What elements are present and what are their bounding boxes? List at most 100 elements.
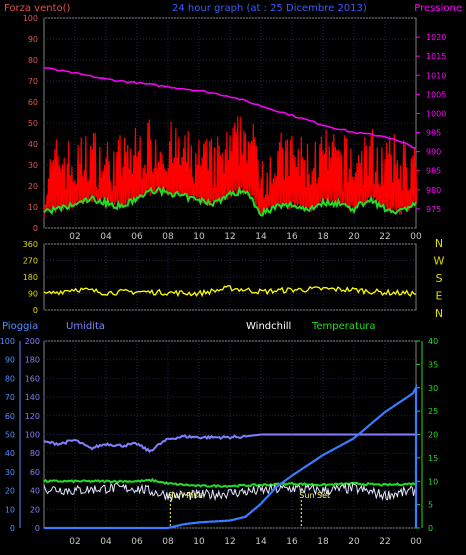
x-tick-label: 12 (224, 537, 235, 547)
humidity-tick-label: 100 (25, 431, 40, 440)
x-tick-label: 16 (286, 232, 298, 242)
pressure-tick-label: 995 (426, 129, 441, 138)
rain-tick-label: 40 (5, 449, 15, 458)
wind-tick-label: 30 (28, 161, 38, 170)
x-tick-label: 14 (255, 537, 267, 547)
x-tick-label: 00 (410, 537, 422, 547)
x-tick-label: 12 (224, 232, 235, 242)
pressure-tick-label: 1000 (426, 109, 446, 118)
chart-title: 24 hour graph (at : 25 Dicembre 2013) (172, 3, 367, 14)
rain-tick-label: 30 (5, 468, 15, 477)
x-tick-label: 08 (162, 232, 174, 242)
x-tick-label: 18 (317, 537, 329, 547)
rain-tick-label: 20 (5, 487, 15, 496)
humidity-series (43, 433, 416, 454)
x-tick-label: 10 (193, 232, 205, 242)
wind-tick-label: 100 (23, 14, 38, 23)
temperature-tick-label: 40 (428, 337, 438, 346)
pressure-tick-label: 1020 (426, 33, 446, 42)
wind-axis-title: Forza vento() (4, 3, 71, 14)
temperature-series (43, 477, 416, 489)
wind-tick-label: 20 (28, 182, 38, 191)
wind-tick-label: 70 (28, 77, 38, 86)
wind-tick-label: 60 (28, 98, 38, 107)
x-tick-label: 08 (162, 537, 174, 547)
humidity-tick-label: 80 (30, 449, 40, 458)
compass-label: W (434, 255, 445, 268)
temperature-tick-label: 30 (428, 384, 438, 393)
x-tick-label: 00 (410, 232, 422, 242)
rain-tick-label: 50 (5, 431, 15, 440)
humidity-tick-label: 180 (25, 356, 40, 365)
x-tick-label: 02 (69, 537, 80, 547)
pressure-tick-label: 980 (426, 186, 441, 195)
compass-label: S (436, 272, 443, 285)
temperature-legend: Temperatura (311, 321, 376, 332)
wind-tick-label: 0 (33, 224, 38, 233)
x-tick-label: 22 (379, 537, 390, 547)
rain-tick-label: 70 (5, 393, 15, 402)
wind-average-series (43, 185, 417, 217)
wind-tick-label: 90 (28, 35, 38, 44)
direction-tick-label: 180 (23, 273, 38, 282)
humidity-tick-label: 160 (25, 374, 40, 383)
temperature-tick-label: 10 (428, 477, 438, 486)
x-tick-label: 18 (317, 232, 329, 242)
x-tick-label: 04 (100, 537, 112, 547)
x-tick-label: 06 (131, 232, 143, 242)
x-tick-label: 04 (100, 232, 112, 242)
x-tick-label: 20 (348, 537, 360, 547)
rain-tick-label: 60 (5, 412, 15, 421)
direction-tick-label: 270 (23, 257, 38, 266)
wind-tick-label: 50 (28, 119, 38, 128)
x-tick-label: 10 (193, 537, 205, 547)
pressure-tick-label: 1010 (426, 71, 446, 80)
wind-direction-series (43, 285, 417, 298)
pressure-axis-title: Pressione (414, 3, 462, 14)
sunrise-marker-label: Sun Rise (168, 491, 203, 500)
direction-tick-label: 90 (28, 290, 38, 299)
humidity-tick-label: 200 (25, 337, 40, 346)
humidity-tick-label: 60 (30, 468, 40, 477)
humidity-tick-label: 140 (25, 393, 40, 402)
pressure-series (43, 67, 417, 149)
pressure-tick-label: 975 (426, 205, 441, 214)
x-tick-label: 06 (131, 537, 143, 547)
direction-tick-label: 0 (33, 306, 38, 315)
humidity-tick-label: 120 (25, 412, 40, 421)
x-tick-label: 16 (286, 537, 298, 547)
humidity-axis-title: Umidita (66, 321, 105, 332)
wind-speed-series (43, 116, 418, 218)
humidity-tick-label: 0 (35, 524, 40, 533)
rain-tick-label: 10 (5, 505, 15, 514)
pressure-tick-label: 1015 (426, 52, 446, 61)
humidity-tick-label: 40 (30, 487, 40, 496)
x-tick-label: 22 (379, 232, 390, 242)
windchill-series (43, 481, 417, 503)
compass-label: E (436, 290, 443, 303)
temperature-tick-label: 20 (428, 431, 438, 440)
wind-tick-label: 80 (28, 56, 38, 65)
temperature-tick-label: 0 (428, 524, 433, 533)
sunset-marker-label: Sun Set (299, 491, 330, 500)
compass-label: N (435, 307, 443, 320)
temperature-tick-label: 25 (428, 407, 438, 416)
humidity-tick-label: 20 (30, 505, 40, 514)
compass-label: N (435, 237, 443, 250)
pressure-tick-label: 985 (426, 167, 441, 176)
x-tick-label: 02 (69, 232, 80, 242)
pressure-tick-label: 1005 (426, 90, 446, 99)
temperature-tick-label: 15 (428, 454, 438, 463)
rain-series (44, 383, 418, 530)
rain-tick-label: 90 (5, 356, 15, 365)
windchill-legend: Windchill (246, 321, 291, 332)
direction-tick-label: 360 (23, 240, 38, 249)
temperature-tick-label: 5 (428, 501, 433, 510)
pressure-tick-label: 990 (426, 148, 441, 157)
x-tick-label: 14 (255, 232, 267, 242)
wind-tick-label: 10 (28, 203, 38, 212)
rain-tick-label: 0 (10, 524, 15, 533)
temperature-tick-label: 35 (428, 360, 438, 369)
rain-tick-label: 80 (5, 374, 15, 383)
